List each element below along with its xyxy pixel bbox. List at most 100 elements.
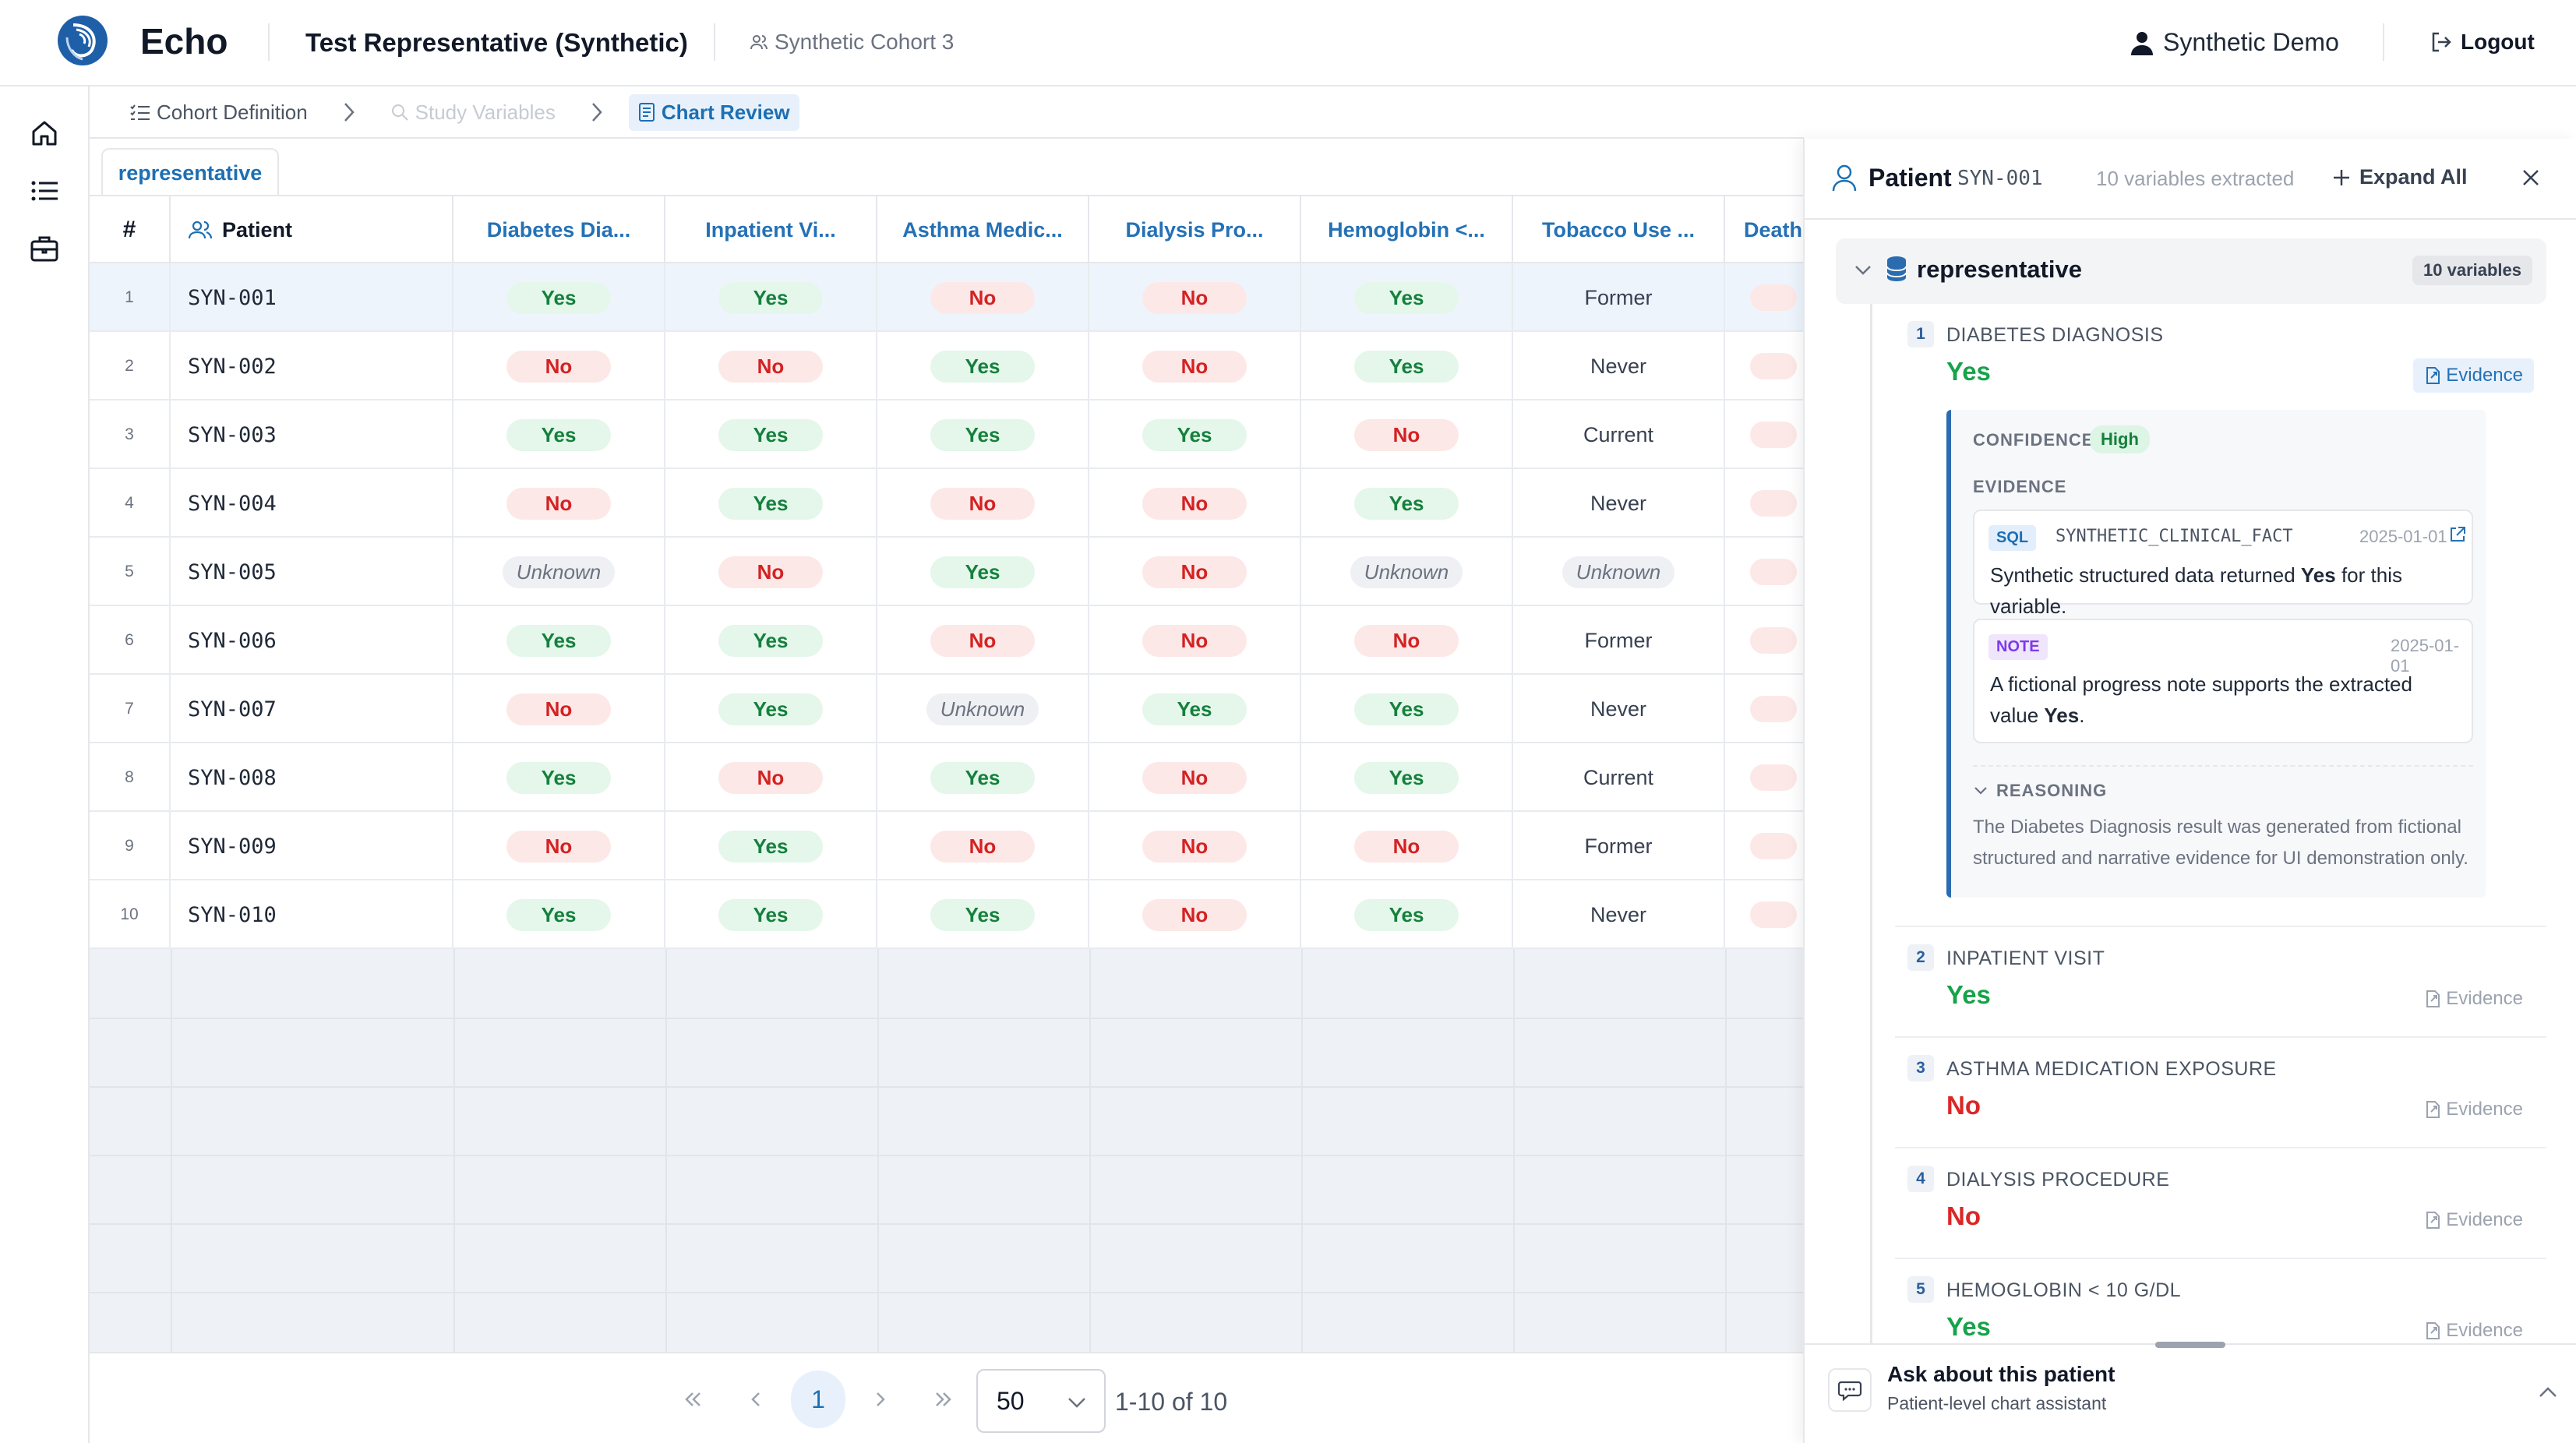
cell-tobacco[interactable]: Former [1513,263,1725,332]
cell-diabetes[interactable]: Unknown [453,538,665,606]
patient-id-cell[interactable]: SYN-009 [171,812,453,880]
cell-tobacco[interactable]: Never [1513,332,1725,400]
patient-id-cell[interactable]: SYN-004 [171,469,453,538]
cell-death[interactable] [1725,332,1804,400]
cell-inpatient[interactable]: Yes [665,400,877,469]
cell-death[interactable] [1725,880,1804,949]
cell-inpatient[interactable]: Yes [665,880,877,949]
table-row[interactable]: 2 SYN-002 No No Yes No Yes Never [90,332,1804,400]
cell-asthma[interactable]: Unknown [877,675,1089,743]
cell-asthma[interactable]: No [877,812,1089,880]
patient-chat-bar[interactable]: Ask about this patient Patient-level cha… [1805,1342,2576,1443]
expand-all-button[interactable]: Expand All [2331,165,2468,189]
cell-asthma[interactable]: Yes [877,538,1089,606]
cell-hemoglobin[interactable]: Yes [1301,675,1513,743]
patient-id-cell[interactable]: SYN-010 [171,880,453,949]
echo-logo-icon[interactable] [56,14,109,67]
cell-diabetes[interactable]: No [453,332,665,400]
cell-hemoglobin[interactable]: Unknown [1301,538,1513,606]
cell-asthma[interactable]: No [877,469,1089,538]
cell-diabetes[interactable]: Yes [453,606,665,675]
cell-tobacco[interactable]: Never [1513,469,1725,538]
cell-death[interactable] [1725,400,1804,469]
table-row[interactable]: 10 SYN-010 Yes Yes Yes No Yes Never [90,880,1804,949]
table-row[interactable]: 4 SYN-004 No Yes No No Yes Never [90,469,1804,538]
table-row[interactable]: 9 SYN-009 No Yes No No No Former [90,812,1804,880]
cell-hemoglobin[interactable]: Yes [1301,263,1513,332]
cell-dialysis[interactable]: No [1089,812,1301,880]
column-header-diabetes[interactable]: Diabetes Dia... [453,196,665,263]
resize-handle[interactable] [2155,1342,2225,1348]
reasoning-toggle[interactable]: REASONING [1973,781,2107,801]
cell-dialysis[interactable]: No [1089,743,1301,812]
evidence-button[interactable]: Evidence [2413,1314,2534,1348]
cell-hemoglobin[interactable]: Yes [1301,880,1513,949]
cell-hemoglobin[interactable]: Yes [1301,469,1513,538]
cell-diabetes[interactable]: Yes [453,400,665,469]
cell-death[interactable] [1725,263,1804,332]
table-row[interactable]: 8 SYN-008 Yes No Yes No Yes Current [90,743,1804,812]
cell-death[interactable] [1725,743,1804,812]
last-page-icon[interactable] [916,1371,970,1428]
list-icon[interactable] [29,175,60,206]
cell-diabetes[interactable]: Yes [453,263,665,332]
variable-group-header[interactable]: representative 10 variables [1836,238,2546,304]
cell-hemoglobin[interactable]: Yes [1301,332,1513,400]
column-header-dialysis[interactable]: Dialysis Pro... [1089,196,1301,263]
cell-asthma[interactable]: Yes [877,332,1089,400]
cell-inpatient[interactable]: Yes [665,263,877,332]
cell-asthma[interactable]: Yes [877,400,1089,469]
next-page-icon[interactable] [853,1371,908,1428]
cell-inpatient[interactable]: Yes [665,812,877,880]
cell-death[interactable] [1725,538,1804,606]
variable-item[interactable]: 4 DIALYSIS PROCEDURE No Evidence [1895,1148,2546,1259]
cell-diabetes[interactable]: No [453,469,665,538]
evidence-button[interactable]: Evidence [2413,1092,2534,1127]
cell-hemoglobin[interactable]: No [1301,400,1513,469]
cell-tobacco[interactable]: Former [1513,812,1725,880]
cohort-selector[interactable]: Synthetic Cohort 3 [750,30,954,55]
cell-asthma[interactable]: No [877,606,1089,675]
cell-hemoglobin[interactable]: No [1301,812,1513,880]
close-icon[interactable] [2517,164,2545,192]
previous-page-icon[interactable] [729,1371,783,1428]
cell-diabetes[interactable]: Yes [453,880,665,949]
patient-id-cell[interactable]: SYN-007 [171,675,453,743]
cell-asthma[interactable]: No [877,263,1089,332]
tab-representative[interactable]: representative [101,148,279,196]
column-header-hemoglobin[interactable]: Hemoglobin <... [1301,196,1513,263]
patient-id-cell[interactable]: SYN-008 [171,743,453,812]
cell-tobacco[interactable]: Unknown [1513,538,1725,606]
cell-inpatient[interactable]: No [665,538,877,606]
cell-diabetes[interactable]: No [453,812,665,880]
cell-dialysis[interactable]: No [1089,606,1301,675]
evidence-button[interactable]: Evidence [2413,358,2534,393]
patient-id-cell[interactable]: SYN-006 [171,606,453,675]
cell-death[interactable] [1725,469,1804,538]
patient-id-cell[interactable]: SYN-003 [171,400,453,469]
cell-dialysis[interactable]: Yes [1089,675,1301,743]
cell-dialysis[interactable]: No [1089,469,1301,538]
cell-dialysis[interactable]: No [1089,880,1301,949]
cell-tobacco[interactable]: Never [1513,675,1725,743]
cell-tobacco[interactable]: Never [1513,880,1725,949]
table-row[interactable]: 1 SYN-001 Yes Yes No No Yes Former [90,263,1804,332]
cell-tobacco[interactable]: Former [1513,606,1725,675]
table-row[interactable]: 6 SYN-006 Yes Yes No No No Former [90,606,1804,675]
cell-hemoglobin[interactable]: Yes [1301,743,1513,812]
cell-dialysis[interactable]: No [1089,538,1301,606]
variable-item[interactable]: 5 HEMOGLOBIN < 10 G/DL Yes Evidence [1895,1259,2546,1370]
home-icon[interactable] [29,118,60,149]
cell-death[interactable] [1725,812,1804,880]
table-row[interactable]: 5 SYN-005 Unknown No Yes No Unknown Unknown [90,538,1804,606]
app-name[interactable]: Echo [140,21,228,62]
patient-id-cell[interactable]: SYN-001 [171,263,453,332]
cell-death[interactable] [1725,606,1804,675]
cell-diabetes[interactable]: No [453,675,665,743]
user-menu[interactable]: Synthetic Demo [2130,28,2339,57]
variable-item[interactable]: 3 ASTHMA MEDICATION EXPOSURE No Evidence [1895,1038,2546,1148]
first-page-icon[interactable] [666,1371,721,1428]
cell-tobacco[interactable]: Current [1513,400,1725,469]
table-row[interactable]: 7 SYN-007 No Yes Unknown Yes Yes Never [90,675,1804,743]
cell-asthma[interactable]: Yes [877,880,1089,949]
